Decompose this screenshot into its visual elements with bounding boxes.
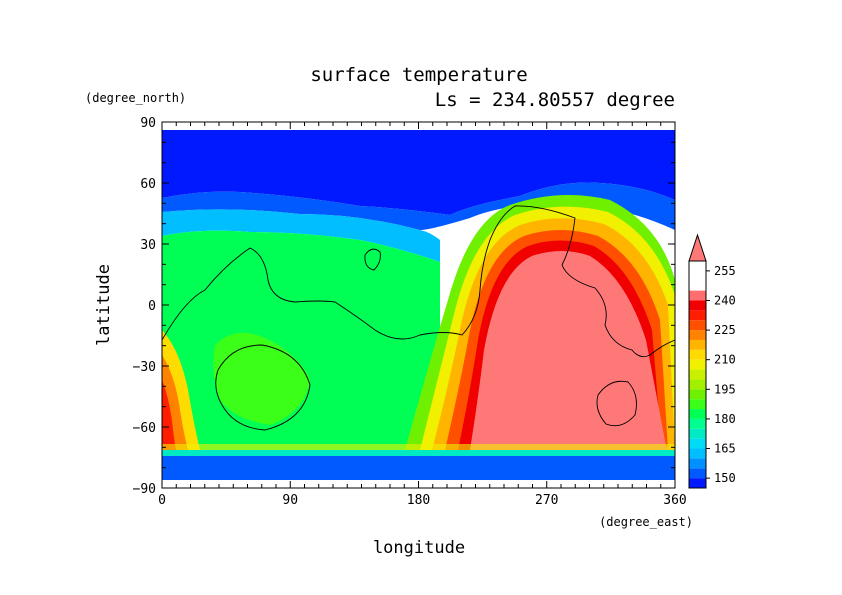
colorbar-segment [689,330,706,340]
colorbar-segment [689,320,706,331]
colorbar-segment [689,418,706,429]
colorbar-segment [689,458,706,469]
colorbar-label: 255 [714,264,736,278]
mountain-contour [364,248,381,271]
colorbar-segment [689,409,706,419]
colorbar-label: 240 [714,293,736,307]
colorbar-segment [689,359,706,370]
colorbar-label: 165 [714,442,736,456]
cold-band-north [162,182,675,230]
x-axis-label: longitude [373,538,465,558]
colorbar-label: 150 [714,471,736,485]
y-tick-label: −60 [133,421,156,436]
basin-contour [215,344,311,431]
cool-band-north [162,209,440,262]
y-axis-label: latitude [94,264,114,346]
south-edge-band [162,450,675,456]
colorbar-label: 195 [714,382,736,396]
colorbar-segment [689,428,706,439]
y-tick-label: 60 [140,177,156,192]
colorbar-segment [689,478,706,488]
colorbar-segment [689,389,706,400]
x-axis: 0 90 180 270 360 [158,122,687,508]
colorbar-label: 180 [714,412,736,426]
y-axis: 90 60 30 0 −30 −60 −90 [133,116,675,497]
colorbar-segment [689,399,706,410]
y-tick-label: −90 [133,482,156,497]
south-cold-band [162,456,675,480]
colorbar-segment [689,369,706,380]
polar-cap-north [162,130,675,215]
x-tick-label: 180 [407,493,430,508]
x-unit-label: (degree_east) [599,515,693,529]
colorbar-segment [689,300,706,311]
colorbar-segment [689,349,706,360]
colorbar-segment [689,339,706,350]
y-tick-label: 90 [140,116,156,131]
chart-subtitle: Ls = 234.80557 degree [435,89,675,111]
colorbar-segment [689,310,706,321]
y-tick-label: 0 [148,299,156,314]
x-tick-label: 0 [158,493,166,508]
colorbar-segment [689,448,706,459]
y-tick-label: 30 [140,238,156,253]
x-tick-label: 90 [282,493,298,508]
colorbar-over-arrow [688,233,707,262]
x-tick-label: 270 [535,493,558,508]
x-tick-label: 360 [663,493,686,508]
colorbar-segment [689,379,706,390]
chart-title: surface temperature [310,64,527,86]
y-tick-label: −30 [133,360,156,375]
crater-contour [596,380,637,427]
south-edge-warm [162,444,675,452]
colorbar-frame [688,260,707,489]
colorbar-segment [689,468,706,479]
hot-core [470,251,670,450]
colorbar-segment [689,438,706,449]
basin-warm-patch [213,332,310,425]
topography-contour [162,205,675,358]
west-warm-3 [162,380,176,450]
mid-latitude-field [162,230,440,450]
colorbar-label: 225 [714,323,736,337]
temperature-field [162,122,675,488]
colorbar-label: 210 [714,353,736,367]
colorbar: 150 165 180 195 210 225 240 255 [688,233,736,489]
y-unit-label: (degree_north) [85,91,186,105]
colorbar-segment [689,290,706,301]
